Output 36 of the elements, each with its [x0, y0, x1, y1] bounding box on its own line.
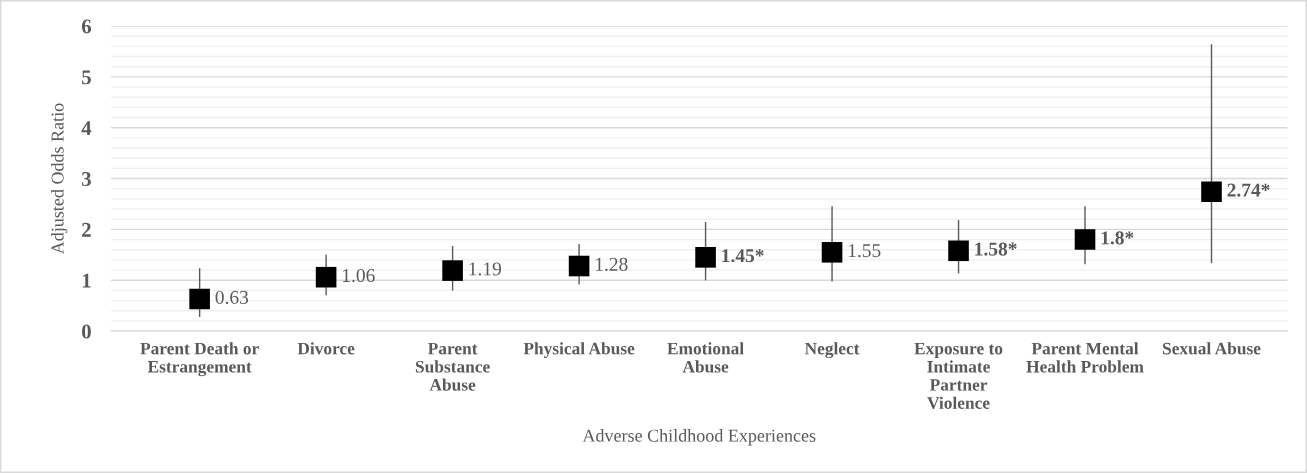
data-label: 1.06 — [343, 268, 375, 283]
data-label: 1.55 — [848, 244, 881, 258]
point — [1074, 229, 1096, 250]
point — [315, 266, 337, 288]
point — [1201, 181, 1222, 203]
x-tick-label: Parent Death or Estrangement — [140, 342, 259, 377]
x-axis-title: Adverse Childhood Experiences — [582, 429, 816, 446]
x-tick-label: Parent Substance Abuse — [415, 342, 490, 391]
y-tick-label: 5 — [82, 70, 91, 85]
point — [442, 260, 463, 281]
x-tick-label: Physical Abuse — [523, 342, 635, 358]
data-label: 1.8* — [1101, 231, 1134, 245]
point — [189, 288, 210, 310]
x-tick-label: Neglect — [804, 342, 860, 359]
x-tick-label: Emotional Abuse — [667, 342, 744, 373]
x-tick-label: Exposure to Intimate Partner Violence — [914, 342, 1003, 409]
x-tick-label: Divorce — [297, 342, 355, 355]
point — [695, 247, 716, 268]
y-tick-label: 2 — [82, 222, 91, 237]
y-tick-label: 3 — [82, 171, 91, 186]
data-label: 0.63 — [215, 290, 249, 305]
y-tick-label: 1 — [82, 273, 91, 288]
y-axis-title: Adjusted Odds Ratio — [50, 103, 68, 255]
data-label: 2.74* — [1227, 183, 1270, 197]
point — [948, 240, 969, 262]
y-tick-label: 6 — [81, 19, 92, 34]
y-tick-label: 4 — [81, 121, 92, 135]
point — [821, 241, 843, 263]
data-label: 1.19 — [469, 262, 502, 276]
data-label: 1.58* — [975, 242, 1017, 256]
data-label: 1.45* — [722, 249, 764, 263]
y-tick-label: 0 — [82, 324, 91, 339]
x-tick-label: Sexual Abuse — [1162, 342, 1261, 355]
point — [568, 255, 590, 277]
x-tick-label: Parent Mental Health Problem — [1026, 342, 1144, 373]
data-label: 1.28 — [595, 257, 628, 271]
